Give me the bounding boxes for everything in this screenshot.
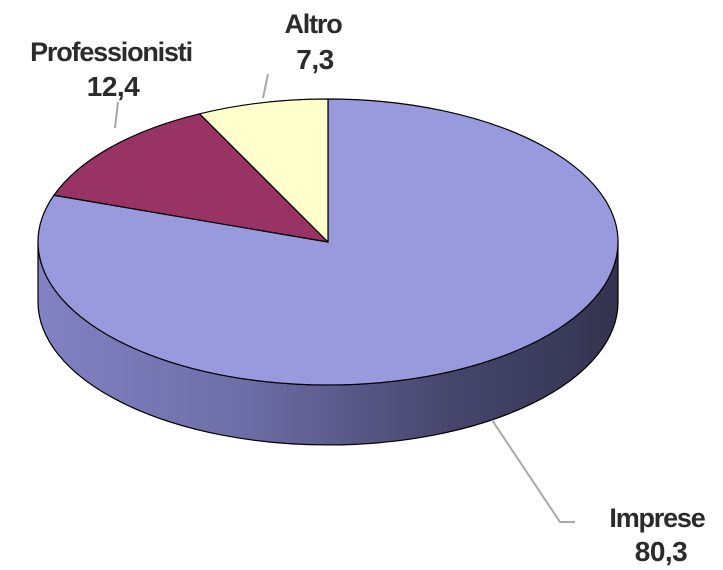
slice-label-value: 80,3: [635, 536, 688, 567]
slice-label-value: 12,4: [87, 71, 140, 102]
leader-line-imprese: [491, 419, 575, 523]
leader-line-altro: [262, 73, 269, 99]
slice-label-name: Professionisti: [30, 37, 192, 67]
slice-imprese: [37, 98, 619, 386]
data-labels: Imprese 80,3 Professionisti 12,4 Altro 7…: [30, 9, 707, 567]
leader-line-professionisti: [114, 101, 119, 129]
slice-label-name: Altro: [285, 9, 343, 39]
slice-label-value: 7,3: [296, 44, 333, 75]
leader-lines: [114, 73, 575, 523]
slice-professionisti: [53, 113, 329, 243]
pie-slices: [37, 98, 619, 446]
slice-altro: [199, 98, 329, 243]
slice-label-name: Imprese: [609, 503, 705, 533]
